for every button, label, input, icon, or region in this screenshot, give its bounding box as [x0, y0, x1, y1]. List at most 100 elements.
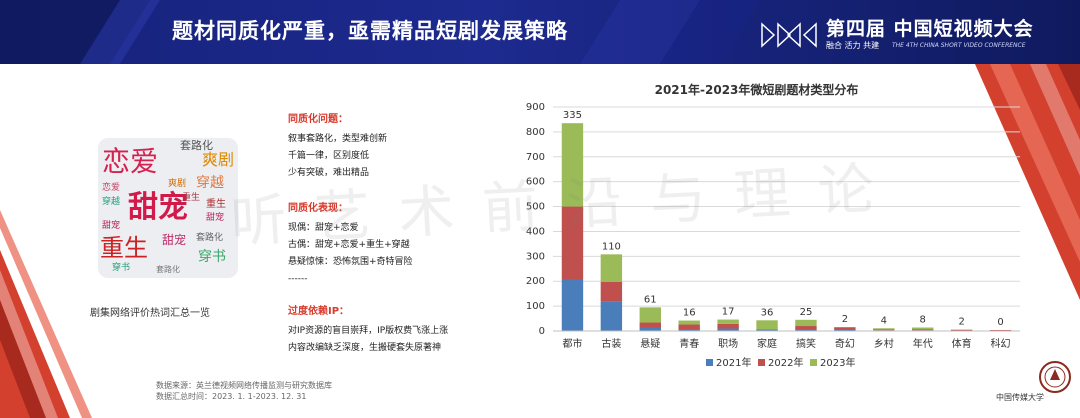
section-line: 内容改编缺乏深度，生搬硬套失原著神 [288, 343, 442, 353]
section-line: 悬疑惊悚：恐怖氛围+奇特冒险 [288, 257, 413, 267]
section-ip-dependence: 过度依赖IP： 对IP资源的盲目崇拜，IP版权费飞涨上涨 内容改编缺乏深度，生搬… [288, 302, 508, 357]
cloud-word: 甜宠 [102, 221, 121, 231]
legend-label: 2022年 [768, 356, 803, 369]
legend-swatch [810, 359, 817, 366]
university-logo-icon [1039, 361, 1071, 393]
data-label: 2 [842, 314, 848, 325]
conference-english: THE 4TH CHINA SHORT VIDEO CONFERENCE [892, 42, 1026, 49]
legend-swatch [706, 359, 713, 366]
data-label: 16 [683, 308, 696, 319]
section-line: ------ [288, 274, 308, 284]
header-bar: 题材同质化严重，亟需精品短剧发展策略 第四届 中国短视频大会 融合 活力 共建 … [0, 0, 1080, 64]
university-logo-text: 中国传媒大学 [996, 393, 1044, 402]
data-label: 36 [761, 307, 774, 318]
data-label: 61 [644, 294, 657, 305]
bar-segment [639, 327, 661, 331]
x-tick-label: 乡村 [874, 337, 894, 350]
conference-slogan: 融合 活力 共建 [826, 41, 880, 50]
bar-segment [795, 329, 817, 331]
section-line: 现偶：甜宠+恋爱 [288, 223, 359, 233]
bar-segment [873, 329, 895, 331]
bar-segment [717, 328, 739, 331]
cloud-word: 重生 [182, 193, 201, 203]
bar-segment [912, 329, 934, 331]
cloud-word: 爽剧 [168, 179, 187, 189]
section-homogenization-expression: 同质化表现： 现偶：甜宠+恋爱 古偶：甜宠+恋爱+重生+穿越 悬疑惊悚：恐怖氛围… [288, 199, 488, 288]
bar-segment [561, 123, 584, 207]
source-line: 数据来源：英兰德视频网络传播监测与研究数据库 [156, 381, 332, 390]
bar-segment [678, 324, 700, 330]
cloud-word: 穿书 [112, 263, 131, 273]
cloud-word: 套路化 [196, 233, 224, 243]
conference-logo: 第四届 中国短视频大会 融合 活力 共建 THE 4TH CHINA SHORT… [760, 10, 1080, 60]
cloud-word: 穿越 [196, 175, 224, 191]
bar-segment [600, 281, 623, 302]
section-line: 少有突破，难出精品 [288, 168, 370, 178]
bar-segment [678, 320, 700, 325]
y-tick-label: 800 [526, 127, 545, 138]
y-tick-label: 0 [539, 326, 545, 337]
x-tick-label: 年代 [913, 337, 933, 350]
bar-segment [639, 322, 661, 328]
cloud-word: 套路化 [180, 139, 213, 152]
data-source: 数据来源：英兰德视频网络传播监测与研究数据库 数据汇总时间：2023. 1. 1… [156, 380, 332, 402]
cloud-word: 甜宠 [162, 233, 187, 247]
conference-title: 第四届 中国短视频大会 [826, 18, 1034, 40]
cloud-word: 恋爱 [102, 145, 159, 178]
x-tick-label: 搞笑 [796, 337, 816, 350]
chart-title: 2021年-2023年微短剧题材类型分布 [655, 82, 859, 97]
y-tick-label: 700 [526, 152, 545, 163]
bar-segment [639, 307, 661, 323]
bar-segment [756, 320, 778, 330]
data-label: 0 [997, 317, 1003, 328]
y-tick-label: 200 [526, 276, 545, 287]
cloud-word: 重生 [100, 234, 148, 262]
data-label: 25 [800, 307, 813, 318]
section-homogenization-problem: 同质化问题： 叙事套路化，类型难创新 千篇一律，区别度低 少有突破，难出精品 [288, 110, 488, 182]
section-line: 千篇一律，区别度低 [288, 151, 370, 161]
bar-segment [873, 328, 895, 330]
y-tick-label: 300 [526, 251, 545, 262]
x-tick-label: 都市 [562, 337, 582, 350]
bar-segment [834, 327, 856, 330]
y-tick-label: 600 [526, 177, 545, 188]
x-tick-label: 青春 [679, 337, 699, 350]
page-title: 题材同质化严重，亟需精品短剧发展策略 [172, 19, 568, 43]
conference-mark-icon [761, 22, 817, 48]
data-label: 335 [563, 110, 582, 121]
legend-swatch [758, 359, 765, 366]
x-tick-label: 悬疑 [640, 338, 660, 350]
section-line: 对IP资源的盲目崇拜，IP版权费飞涨上涨 [288, 326, 449, 336]
bar-segment [561, 206, 584, 280]
x-tick-label: 体育 [952, 337, 972, 350]
bar-segment [756, 329, 778, 331]
cloud-word: 甜宠 [128, 190, 188, 225]
y-tick-label: 400 [526, 226, 545, 237]
y-tick-label: 100 [526, 301, 545, 312]
source-line: 数据汇总时间：2023. 1. 1-2023. 12. 31 [156, 392, 307, 401]
cloud-word: 爽剧 [202, 150, 235, 169]
x-tick-label: 科幻 [991, 337, 1011, 350]
data-label: 110 [602, 241, 621, 252]
cloud-word: 甜宠 [206, 213, 225, 223]
cloud-word: 穿书 [198, 249, 226, 265]
data-label: 4 [881, 315, 887, 326]
bar-segment [600, 301, 623, 331]
bar-segment [834, 329, 856, 331]
header-decoration [0, 0, 760, 64]
x-tick-label: 奇幻 [835, 337, 855, 350]
word-cloud-caption: 剧集网络评价热词汇总一览 [90, 308, 210, 319]
cloud-word: 重生 [206, 199, 226, 210]
bar-segment [795, 326, 817, 330]
section-heading: 过度依赖IP： [288, 306, 350, 317]
cloud-word: 套路化 [156, 265, 180, 274]
y-tick-label: 900 [526, 102, 545, 113]
legend-label: 2023年 [820, 356, 855, 369]
bar-segment [600, 254, 623, 282]
legend-label: 2021年 [716, 356, 751, 369]
x-tick-label: 职场 [718, 337, 738, 350]
bar-segment [561, 279, 584, 331]
section-line: 古偶：甜宠+恋爱+重生+穿越 [288, 240, 410, 250]
bar-segment [795, 319, 817, 327]
